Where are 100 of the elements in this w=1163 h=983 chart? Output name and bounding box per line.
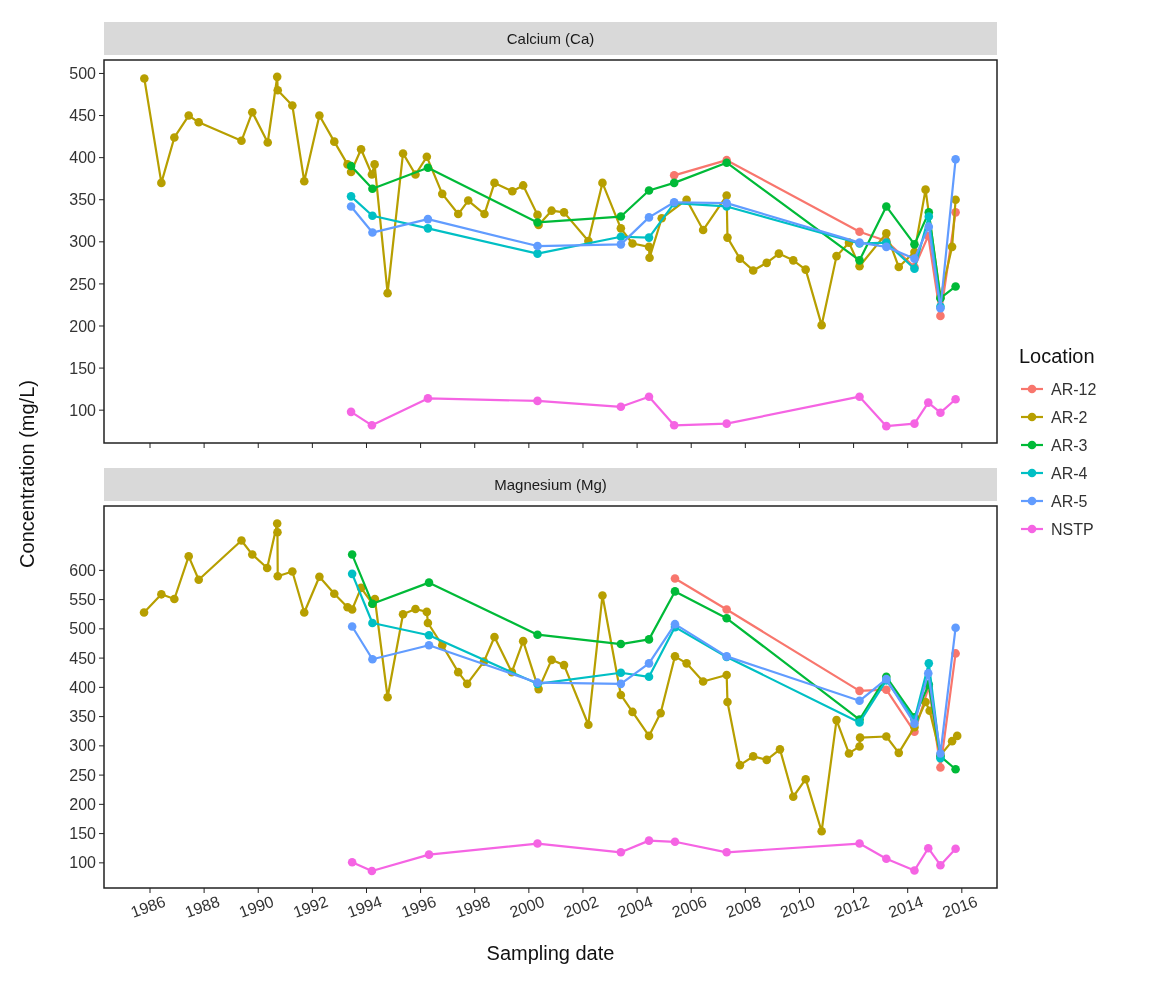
y-tick-label: 400 <box>69 678 97 696</box>
point <box>533 241 542 251</box>
point <box>936 763 945 772</box>
point <box>368 654 377 664</box>
point <box>722 419 731 428</box>
point <box>347 550 357 559</box>
point <box>616 848 626 857</box>
point <box>951 844 960 854</box>
point <box>924 212 934 221</box>
chart-title: Calcium (Ca) <box>506 30 595 47</box>
point <box>533 839 542 848</box>
point <box>616 402 626 412</box>
point <box>910 866 919 875</box>
point <box>951 394 960 404</box>
point <box>670 837 680 847</box>
point <box>855 227 864 237</box>
legend-label: AR-2 <box>1051 408 1088 426</box>
point <box>616 668 626 678</box>
point <box>616 679 626 689</box>
legend-label: AR-3 <box>1051 436 1088 454</box>
point <box>669 421 679 430</box>
point <box>951 155 960 164</box>
point <box>951 623 960 632</box>
point <box>644 233 654 242</box>
x-tick-label: 2014 <box>886 892 926 921</box>
point <box>616 212 626 221</box>
x-tick-label: 1994 <box>344 892 385 921</box>
y-tick-label: 150 <box>69 359 97 377</box>
point <box>910 719 919 728</box>
point <box>616 240 626 249</box>
chart-title: Magnesium (Mg) <box>494 476 607 493</box>
legend-label: AR-12 <box>1051 380 1097 398</box>
point <box>855 256 864 265</box>
x-tick-label: 1988 <box>182 892 222 921</box>
point <box>923 843 933 853</box>
point <box>670 587 680 596</box>
y-tick-label: 100 <box>69 401 97 419</box>
point <box>882 202 891 211</box>
y-axis-title: Concentration (mg/L) <box>16 380 38 568</box>
y-tick-label: 250 <box>69 766 97 784</box>
point <box>722 614 731 623</box>
y-tick-label: 300 <box>69 737 97 755</box>
point <box>855 696 864 706</box>
y-tick-label: 250 <box>69 275 97 293</box>
y-tick-label: 400 <box>69 149 97 167</box>
y-tick-label: 300 <box>69 233 97 251</box>
point <box>533 396 542 406</box>
point <box>347 857 357 867</box>
legend-label: AR-4 <box>1051 464 1088 482</box>
point <box>644 836 654 845</box>
point <box>644 659 654 668</box>
point <box>424 850 434 859</box>
point <box>936 311 945 321</box>
y-tick-label: 450 <box>69 649 97 667</box>
point <box>722 848 731 857</box>
y-tick-label: 500 <box>69 65 97 83</box>
point <box>882 242 891 252</box>
x-tick-label: 2006 <box>669 892 710 921</box>
legend-label: AR-5 <box>1051 492 1088 510</box>
point <box>347 622 357 631</box>
legend-title: Location <box>1019 345 1095 367</box>
point <box>346 202 356 211</box>
x-tick-label: 2002 <box>561 892 601 921</box>
point <box>368 228 377 237</box>
point <box>533 249 542 258</box>
point <box>368 211 377 221</box>
point <box>424 578 434 587</box>
point <box>346 407 356 417</box>
y-tick-label: 150 <box>69 825 97 843</box>
x-tick-label: 1986 <box>128 892 168 921</box>
point <box>644 213 654 222</box>
point <box>368 618 377 628</box>
point <box>855 839 864 848</box>
y-tick-label: 350 <box>69 708 97 726</box>
point <box>368 184 377 194</box>
x-tick-label: 2010 <box>777 892 818 921</box>
point <box>882 854 891 864</box>
x-tick-label: 2008 <box>723 892 764 921</box>
x-axis-title: Sampling date <box>486 942 615 964</box>
point <box>533 630 542 639</box>
point <box>424 630 434 640</box>
point <box>910 419 919 428</box>
point <box>882 421 891 431</box>
point <box>644 186 654 195</box>
point <box>722 605 731 614</box>
point <box>936 408 945 417</box>
y-tick-label: 550 <box>69 591 97 609</box>
point <box>367 421 377 430</box>
x-tick-label: 2000 <box>507 892 547 921</box>
point <box>423 163 433 173</box>
x-tick-label: 2004 <box>615 892 655 921</box>
point <box>644 392 654 401</box>
point <box>910 254 919 263</box>
y-tick-label: 200 <box>69 795 97 813</box>
point <box>644 635 654 644</box>
point <box>924 222 934 231</box>
legend-label: NSTP <box>1051 520 1094 538</box>
x-tick-label: 1998 <box>453 892 493 921</box>
point <box>616 639 626 649</box>
point <box>951 282 960 291</box>
